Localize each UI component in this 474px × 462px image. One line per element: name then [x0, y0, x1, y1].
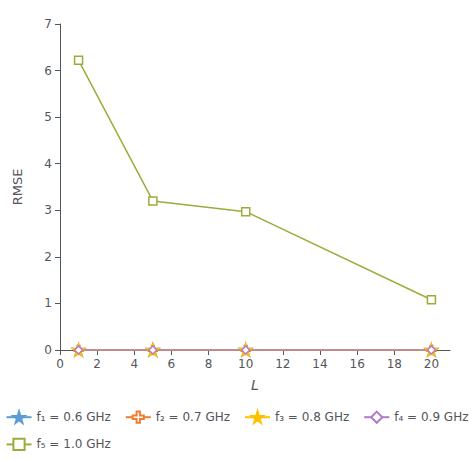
- svg-text:14: 14: [312, 357, 327, 371]
- svg-text:f₃ = 0.8 GHz: f₃ = 0.8 GHz: [275, 410, 349, 424]
- svg-text:8: 8: [205, 357, 213, 371]
- svg-text:L: L: [251, 377, 259, 393]
- svg-text:20: 20: [424, 357, 439, 371]
- svg-text:1: 1: [44, 296, 52, 310]
- svg-text:f₅ = 1.0 GHz: f₅ = 1.0 GHz: [37, 437, 111, 451]
- svg-text:6: 6: [44, 64, 52, 78]
- svg-text:16: 16: [350, 357, 365, 371]
- svg-text:f₁ = 0.6 GHz: f₁ = 0.6 GHz: [37, 410, 111, 424]
- svg-text:0: 0: [56, 357, 64, 371]
- svg-text:3: 3: [44, 203, 52, 217]
- svg-text:4: 4: [44, 157, 52, 171]
- svg-text:f₂ = 0.7 GHz: f₂ = 0.7 GHz: [156, 410, 230, 424]
- svg-text:RMSE: RMSE: [10, 169, 25, 206]
- svg-text:10: 10: [238, 357, 253, 371]
- svg-text:6: 6: [168, 357, 176, 371]
- svg-text:7: 7: [44, 17, 52, 31]
- svg-text:12: 12: [275, 357, 290, 371]
- svg-text:0: 0: [44, 343, 52, 357]
- svg-text:5: 5: [44, 110, 52, 124]
- svg-text:f₄ = 0.9 GHz: f₄ = 0.9 GHz: [394, 410, 468, 424]
- svg-text:2: 2: [93, 357, 101, 371]
- svg-text:2: 2: [44, 250, 52, 264]
- svg-text:4: 4: [130, 357, 138, 371]
- svg-text:18: 18: [387, 357, 402, 371]
